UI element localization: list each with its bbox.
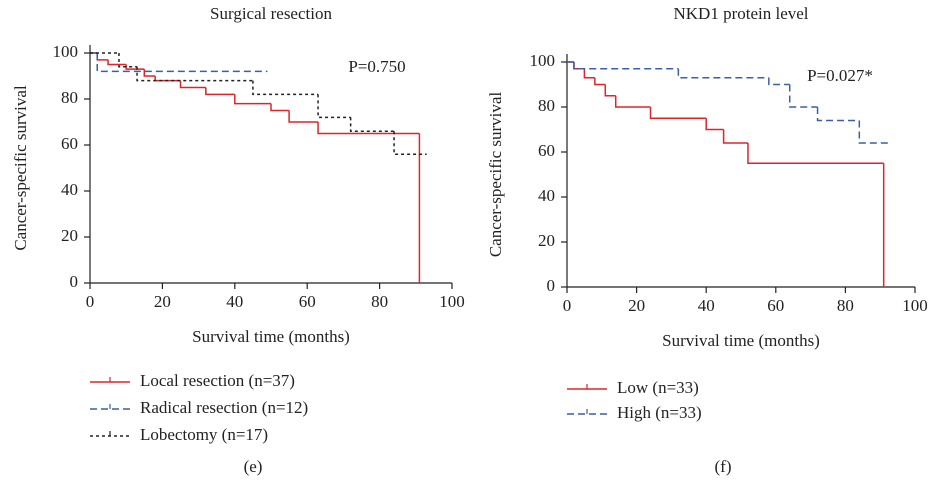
survival-step [573,62,679,70]
survival-step [393,131,427,155]
x-tick-label: 60 [299,292,316,311]
annotation: P=0.750 [348,57,405,76]
y-tick-label: 80 [538,96,555,115]
survival-step [722,129,748,144]
x-axis-label: Survival time (months) [192,327,350,346]
survival-step [143,69,156,77]
x-tick-label: 0 [563,296,572,315]
y-tick-label: 20 [538,231,555,250]
survival-step [96,53,268,73]
survival-step [136,66,253,82]
y-tick-label: 60 [538,141,555,160]
survival-step [270,103,290,112]
panel-label: (e) [244,457,263,476]
x-tick-label: 100 [902,296,928,315]
x-tick-label: 20 [628,296,645,315]
survival-step [604,84,616,97]
y-tick-label: 0 [70,272,79,291]
x-tick-label: 20 [154,292,171,311]
survival-step [747,143,884,164]
survival-step [788,84,818,108]
x-axis-label: Survival time (months) [662,331,820,350]
survival-step [768,77,790,86]
annotation: P=0.027* [807,66,873,85]
legend-label: Low (n=33) [617,378,699,397]
legend-label: Radical resection (n=12) [140,398,308,417]
x-tick-label: 100 [439,292,465,311]
y-tick-label: 60 [61,134,78,153]
survival-step [349,117,395,132]
y-axis-label: Cancer-specific survival [486,92,505,258]
legend-label: Lobectomy (n=17) [140,425,268,444]
survival-step [252,80,319,96]
survival-step [573,62,585,70]
survival-step [583,68,595,79]
legend-label: Local resection (n=37) [140,371,295,390]
x-tick-label: 80 [371,292,388,311]
y-tick-label: 40 [538,186,555,205]
y-tick-label: 40 [61,180,78,199]
survival-step [317,94,351,119]
chart-title: Surgical resection [210,4,332,23]
survival-step [614,95,651,108]
survival-step [816,107,860,122]
survival-step [118,53,138,68]
y-axis-label: Cancer-specific survival [11,85,30,251]
survival-step [205,87,235,96]
y-tick-label: 20 [61,226,78,245]
y-tick-label: 80 [61,88,78,107]
survival-step [594,77,606,86]
survival-step [858,120,891,144]
survival-step [179,80,206,89]
survival-step [234,94,271,105]
survival-step [288,110,319,123]
survival-step [649,107,707,119]
survival-step [677,68,769,79]
survival-step [125,64,145,70]
x-tick-label: 40 [698,296,715,315]
x-tick-label: 0 [86,292,95,311]
x-tick-label: 60 [767,296,784,315]
survival-step [705,118,724,131]
panel-label: (f) [715,457,732,476]
survival-step [96,53,109,61]
survival-step [317,122,420,135]
y-tick-label: 0 [547,276,556,295]
y-tick-label: 100 [53,42,79,61]
x-tick-label: 80 [837,296,854,315]
x-tick-label: 40 [226,292,243,311]
chart-title: NKD1 protein level [673,4,808,23]
legend-label: High (n=33) [617,403,702,422]
y-tick-label: 100 [530,51,556,70]
survival-step [107,59,127,66]
